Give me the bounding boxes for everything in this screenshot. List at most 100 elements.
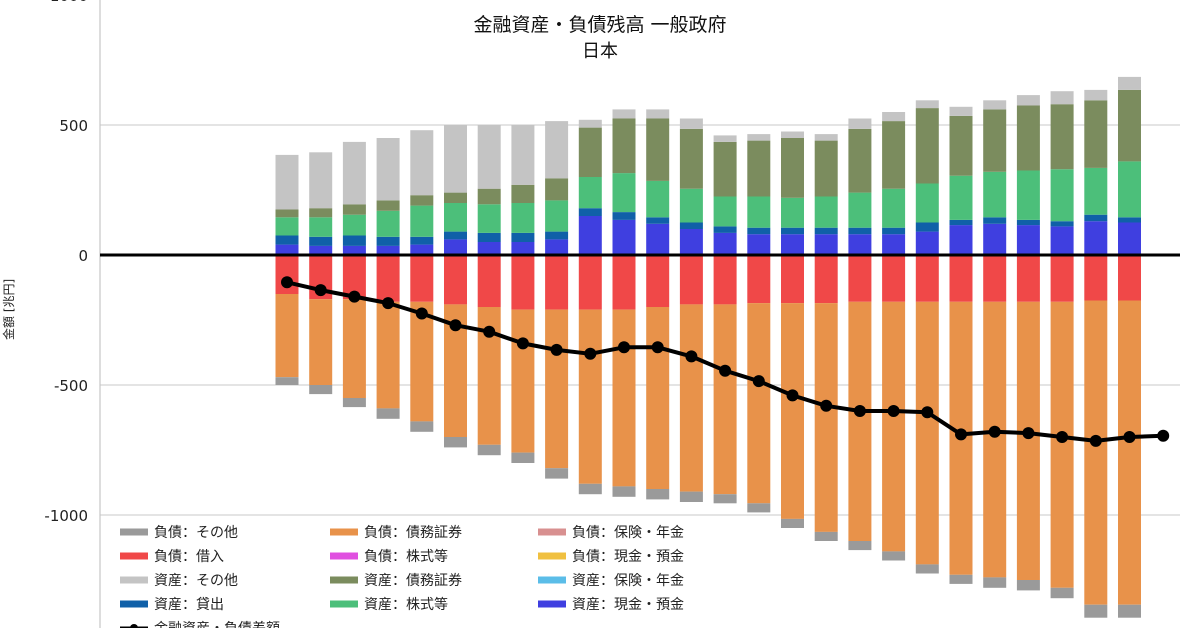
net-series-point — [348, 290, 361, 303]
bar-segment — [511, 309, 535, 453]
bar-segment — [983, 255, 1007, 302]
bar-segment — [814, 227, 838, 235]
bar-segment — [882, 301, 906, 552]
bar-segment — [882, 551, 906, 561]
bar-segment — [1050, 301, 1074, 588]
bar-segment — [1084, 604, 1108, 618]
net-series-point — [988, 425, 1001, 438]
bar-segment — [747, 196, 771, 228]
bar-segment — [410, 130, 434, 196]
net-series-point — [820, 399, 833, 412]
bar-segment — [612, 309, 636, 487]
y-tick-label: 500 — [59, 117, 88, 135]
bar-segment — [882, 188, 906, 228]
bar-segment — [848, 118, 872, 129]
bar-segment — [646, 118, 670, 181]
bar-segment — [1084, 214, 1108, 222]
legend-label: 資産：その他 — [154, 573, 238, 589]
legend-label: 資産：現金・預金 — [572, 597, 684, 613]
bar-segment — [545, 121, 569, 179]
bar-segment — [915, 255, 939, 302]
bar-segment — [309, 245, 333, 255]
bar-segment — [915, 183, 939, 223]
y-tick-labels: -1000 -500 0 500 1000 — [44, 0, 88, 525]
net-series-point — [382, 297, 395, 310]
bar-segment — [646, 217, 670, 224]
bar-segment — [814, 234, 838, 255]
bar-segment — [882, 121, 906, 189]
bar-segment — [342, 235, 366, 246]
bar-segment — [309, 217, 333, 237]
legend-label: 資産：債務証券 — [364, 573, 462, 589]
bar-segment — [713, 304, 737, 495]
bar-segment — [679, 229, 703, 255]
bar-segment — [983, 223, 1007, 255]
bar-segment — [511, 125, 535, 185]
bar-segment — [949, 255, 973, 302]
bar-segment — [444, 231, 467, 240]
bar-segment — [679, 188, 703, 223]
net-series-point — [921, 406, 934, 419]
bar-segment — [410, 244, 434, 255]
bar-segment — [1050, 587, 1074, 599]
bar-segment — [646, 109, 670, 119]
bar-segment — [747, 140, 771, 197]
bar-segment — [848, 541, 872, 551]
bar-segment — [511, 184, 535, 203]
net-series-point — [955, 428, 967, 441]
y-tick-label: -1000 — [44, 507, 88, 525]
bar-segment — [342, 398, 366, 408]
bar-segment — [713, 494, 737, 504]
bar-segment — [915, 222, 939, 232]
bar-segment — [814, 531, 838, 541]
bar-segment — [275, 209, 299, 218]
bar-segment — [882, 255, 906, 302]
bar-segment — [477, 444, 501, 456]
bar-segment — [376, 245, 400, 255]
bar-segment — [1084, 300, 1108, 605]
net-series-point — [853, 405, 866, 417]
bar-segment — [477, 232, 501, 242]
bar-segment — [1016, 225, 1040, 255]
legend-label: 資産：保険・年金 — [572, 573, 684, 589]
bar-segment — [342, 255, 366, 300]
bar-segment — [1050, 255, 1074, 302]
net-series-point — [752, 375, 765, 388]
bar-segment — [747, 303, 771, 504]
bars — [275, 76, 1141, 618]
bar-segment — [545, 239, 569, 255]
bar-segment — [1016, 255, 1040, 302]
bar-segment — [444, 255, 467, 305]
bar-segment — [545, 200, 569, 232]
bar-segment — [747, 227, 771, 235]
bar-segment — [376, 210, 400, 237]
legend-label: 負債：その他 — [154, 525, 238, 541]
bar-segment — [1118, 161, 1141, 218]
bar-segment — [949, 219, 973, 226]
bar-segment — [713, 226, 737, 233]
y-axis-label: 金額 [兆円] — [2, 278, 16, 340]
bar-segment — [309, 236, 333, 246]
bar-segment — [679, 222, 703, 229]
legend-label: 負債：債務証券 — [364, 525, 462, 541]
bar-segment — [814, 303, 838, 532]
legend-label: 資産：貸出 — [154, 597, 224, 613]
net-series-point — [1123, 431, 1136, 443]
bar-segment — [1050, 91, 1074, 105]
bar-segment — [1118, 222, 1141, 255]
bar-segment — [410, 301, 434, 422]
bar-segment — [848, 128, 872, 193]
bar-segment — [781, 131, 804, 138]
bar-segment — [1016, 301, 1040, 580]
legend-label: 資産：株式等 — [364, 596, 448, 613]
net-series-point — [887, 405, 900, 417]
bar-segment — [578, 255, 602, 310]
bar-segment — [646, 180, 670, 218]
bar-segment — [511, 242, 535, 255]
bar-segment — [1050, 169, 1074, 222]
bar-segment — [309, 299, 333, 385]
bar-segment — [376, 408, 400, 419]
bar-segment — [477, 255, 501, 307]
